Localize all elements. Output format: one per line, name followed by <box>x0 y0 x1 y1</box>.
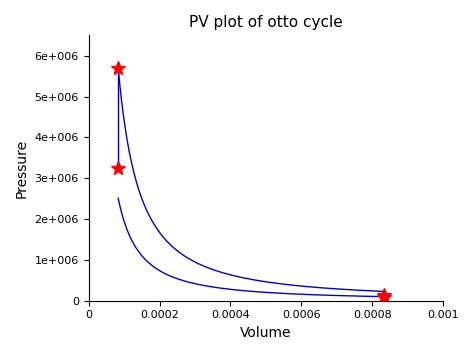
Y-axis label: Pressure: Pressure <box>15 138 29 198</box>
Title: PV plot of otto cycle: PV plot of otto cycle <box>189 15 343 30</box>
X-axis label: Volume: Volume <box>240 326 292 340</box>
